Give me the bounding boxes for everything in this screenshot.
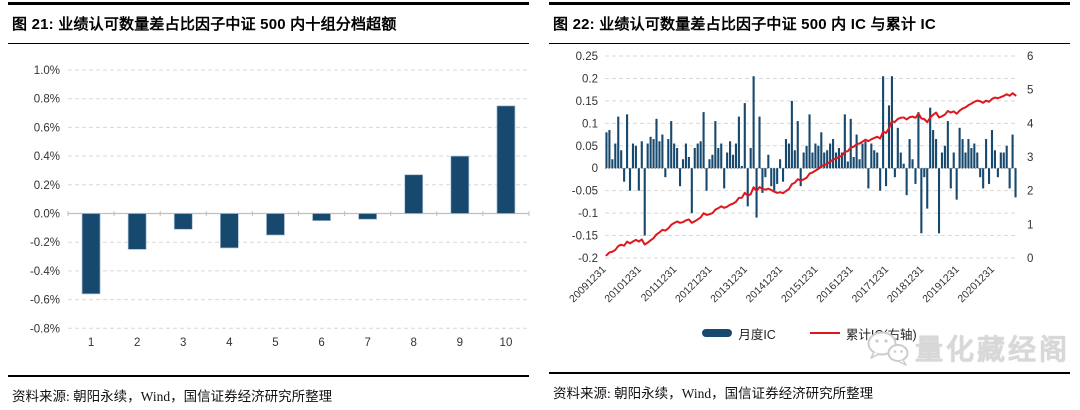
svg-text:20201231: 20201231 — [956, 264, 998, 306]
svg-text:0.6%: 0.6% — [34, 122, 60, 134]
svg-text:-0.6%: -0.6% — [30, 295, 60, 307]
svg-text:20181231: 20181231 — [885, 264, 927, 306]
svg-text:-0.8%: -0.8% — [30, 323, 60, 335]
svg-text:20161231: 20161231 — [814, 264, 856, 306]
decile-excess-bar-chart: 1.0% 0.8% 0.6% 0.4% 0.2% 0.0% -0.2% -0.4% -0.6% -… — [30, 65, 530, 349]
svg-text:0.25: 0.25 — [576, 51, 598, 63]
svg-text:20101231: 20101231 — [602, 264, 644, 306]
svg-text:6: 6 — [1027, 51, 1033, 63]
svg-text:20191231: 20191231 — [920, 264, 962, 306]
svg-text:20151231: 20151231 — [779, 264, 821, 306]
svg-text:5: 5 — [1027, 85, 1033, 97]
svg-text:1.0%: 1.0% — [34, 65, 60, 77]
monthly-ic-bar-swatch — [702, 329, 733, 337]
svg-text:-0.1: -0.1 — [578, 208, 598, 220]
svg-text:0.0%: 0.0% — [34, 209, 60, 221]
svg-text:2: 2 — [1027, 186, 1033, 198]
svg-text:4: 4 — [1027, 118, 1034, 130]
svg-text:3: 3 — [180, 337, 186, 349]
monthly-ic-combo-chart: 0.25 0.2 0.15 0.1 0.05 0 -0.05 -0.1 -0.15 -0.2 6 5 4… — [567, 51, 1034, 306]
legend-label-monthly-ic: 月度IC — [738, 327, 776, 342]
figure-22-title: 图 22: 业绩认可数量差占比因子中证 500 内 IC 与累计 IC — [549, 2, 1070, 44]
cumulative-ic-line-swatch — [809, 332, 840, 334]
svg-text:0.4%: 0.4% — [34, 151, 60, 163]
figure-22-chart-area: 0.25 0.2 0.15 0.1 0.05 0 -0.05 -0.1 -0.15 -0.2 6 5 4… — [549, 44, 1070, 372]
svg-text:7: 7 — [364, 337, 370, 349]
svg-text:0.2: 0.2 — [582, 73, 598, 85]
svg-text:4: 4 — [226, 337, 233, 349]
svg-text:0: 0 — [1027, 253, 1033, 265]
svg-text:0.2%: 0.2% — [34, 180, 60, 192]
svg-text:-0.05: -0.05 — [572, 186, 598, 198]
svg-text:0.8%: 0.8% — [34, 94, 60, 106]
svg-text:3: 3 — [1027, 152, 1033, 164]
svg-text:-0.15: -0.15 — [572, 231, 598, 243]
svg-text:20171231: 20171231 — [850, 264, 892, 306]
legend-item-cumulative-ic: 累计IC(右轴) — [809, 324, 917, 343]
figure-21-source: 资料来源: 朝阳永续，Wind，国信证券经济研究所整理 — [8, 375, 529, 407]
svg-text:5: 5 — [272, 337, 278, 349]
svg-text:8: 8 — [411, 337, 417, 349]
svg-text:-0.2: -0.2 — [578, 253, 598, 265]
svg-text:-0.2%: -0.2% — [30, 237, 60, 249]
svg-text:0.1: 0.1 — [582, 118, 598, 130]
figure-22-panel: 图 22: 业绩认可数量差占比因子中证 500 内 IC 与累计 IC 0.25… — [549, 2, 1070, 404]
legend-label-cumulative-ic: 累计IC(右轴) — [845, 327, 917, 342]
svg-text:0.15: 0.15 — [576, 96, 598, 108]
svg-text:9: 9 — [457, 337, 463, 349]
svg-text:0.05: 0.05 — [576, 141, 598, 153]
svg-text:1: 1 — [88, 337, 94, 349]
svg-text:0: 0 — [592, 163, 598, 175]
figure-21-panel: 图 21: 业绩认可数量差占比因子中证 500 内十组分档超额 1.0% 0.8%… — [8, 2, 530, 407]
svg-text:20121231: 20121231 — [673, 264, 715, 306]
legend-item-monthly-ic: 月度IC — [702, 324, 776, 343]
svg-text:20091231: 20091231 — [567, 264, 609, 306]
svg-text:20131231: 20131231 — [708, 264, 750, 306]
figure-22-source: 资料来源: 朝阳永续，Wind，国信证券经济研究所整理 — [549, 372, 1070, 404]
figure-21-title: 图 21: 业绩认可数量差占比因子中证 500 内十组分档超额 — [8, 2, 529, 44]
svg-text:20141231: 20141231 — [744, 264, 786, 306]
svg-text:10: 10 — [500, 337, 513, 349]
svg-text:6: 6 — [318, 337, 324, 349]
svg-text:2: 2 — [134, 337, 140, 349]
figure-21-chart-area: 1.0% 0.8% 0.6% 0.4% 0.2% 0.0% -0.2% -0.4% -0.6% -… — [8, 44, 530, 375]
svg-text:-0.4%: -0.4% — [30, 266, 60, 278]
svg-text:1: 1 — [1027, 219, 1033, 231]
